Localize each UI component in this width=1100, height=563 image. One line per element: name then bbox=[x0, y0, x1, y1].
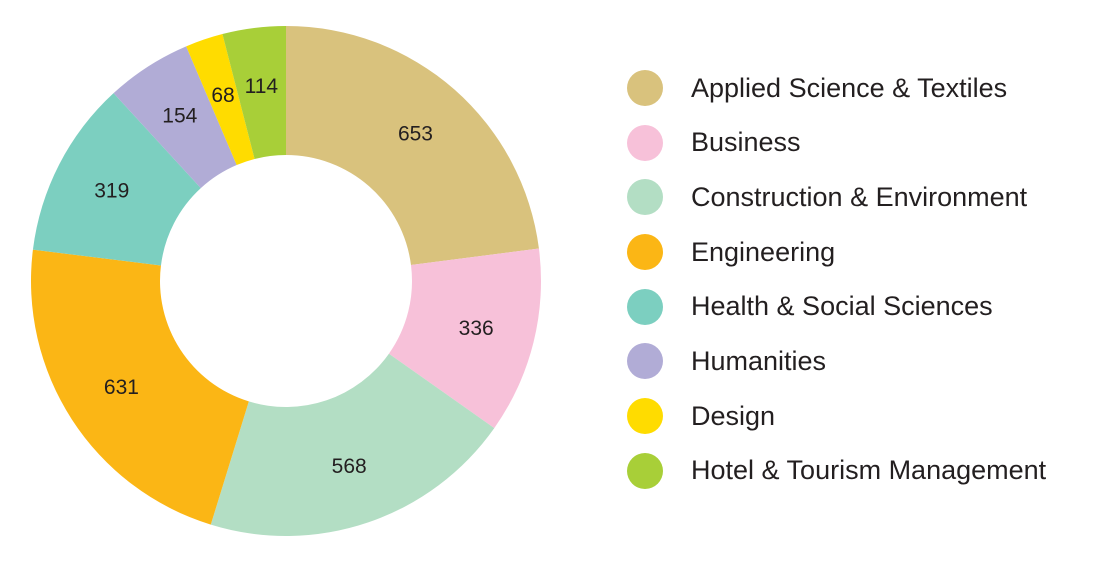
legend-item-humanities: Humanities bbox=[627, 343, 1046, 380]
legend-item-business: Business bbox=[627, 124, 1046, 161]
slice-value-engineering: 631 bbox=[104, 376, 139, 399]
legend-label: Construction & Environment bbox=[691, 181, 1028, 212]
legend-swatch bbox=[627, 343, 663, 380]
slice-health-and-social-sciences bbox=[32, 93, 201, 266]
legend-item-design: Design bbox=[627, 398, 1046, 435]
slice-construction-and-environment bbox=[210, 353, 495, 537]
slice-value-hotel-and-tourism-management: 114 bbox=[245, 75, 279, 98]
slice-value-business: 336 bbox=[459, 317, 494, 340]
slice-value-health-and-social-sciences: 319 bbox=[94, 180, 129, 203]
chart-legend: Applied Science & Textiles Business Constr… bbox=[627, 70, 1046, 508]
legend-label: Health & Social Sciences bbox=[691, 291, 993, 322]
slice-applied-science-and-textiles bbox=[286, 26, 539, 265]
legend-label: Humanities bbox=[691, 345, 827, 376]
legend-swatch bbox=[627, 452, 663, 489]
legend-label: Hotel & Tourism Management bbox=[691, 455, 1047, 486]
legend-label: Engineering bbox=[691, 236, 836, 267]
legend-item-engineering: Engineering bbox=[627, 234, 1046, 271]
slice-hotel-and-tourism-management bbox=[222, 26, 286, 159]
legend-item-health-and-social-sciences: Health & Social Sciences bbox=[627, 288, 1046, 325]
donut-slices bbox=[30, 26, 541, 537]
legend-swatch bbox=[627, 398, 663, 435]
legend-item-construction-and-environment: Construction & Environment bbox=[627, 179, 1046, 216]
slice-design bbox=[186, 34, 255, 166]
slice-value-construction-and-environment: 568 bbox=[332, 455, 367, 478]
legend-swatch bbox=[627, 234, 663, 271]
legend-label: Business bbox=[691, 127, 801, 158]
slice-value-applied-science-and-textiles: 653 bbox=[398, 122, 433, 145]
legend-swatch bbox=[627, 179, 663, 216]
slice-humanities bbox=[113, 46, 237, 189]
legend-swatch bbox=[627, 70, 663, 106]
slice-value-labels: 653 336 568 631 319 154 68 114 bbox=[94, 75, 493, 478]
slice-value-humanities: 154 bbox=[162, 105, 197, 128]
legend-label: Design bbox=[691, 400, 776, 431]
donut-chart: 653 336 568 631 319 154 68 114 bbox=[30, 26, 541, 537]
legend-item-hotel-and-tourism-management: Hotel & Tourism Management bbox=[627, 452, 1047, 489]
slice-value-design: 68 bbox=[211, 84, 234, 107]
slice-business bbox=[388, 248, 541, 429]
legend-swatch bbox=[627, 124, 663, 161]
legend-item-applied-science-and-textiles: Applied Science & Textiles bbox=[627, 70, 1046, 106]
legend-swatch bbox=[627, 288, 663, 325]
slice-engineering bbox=[30, 249, 249, 525]
legend-label: Applied Science & Textiles bbox=[691, 72, 1008, 103]
